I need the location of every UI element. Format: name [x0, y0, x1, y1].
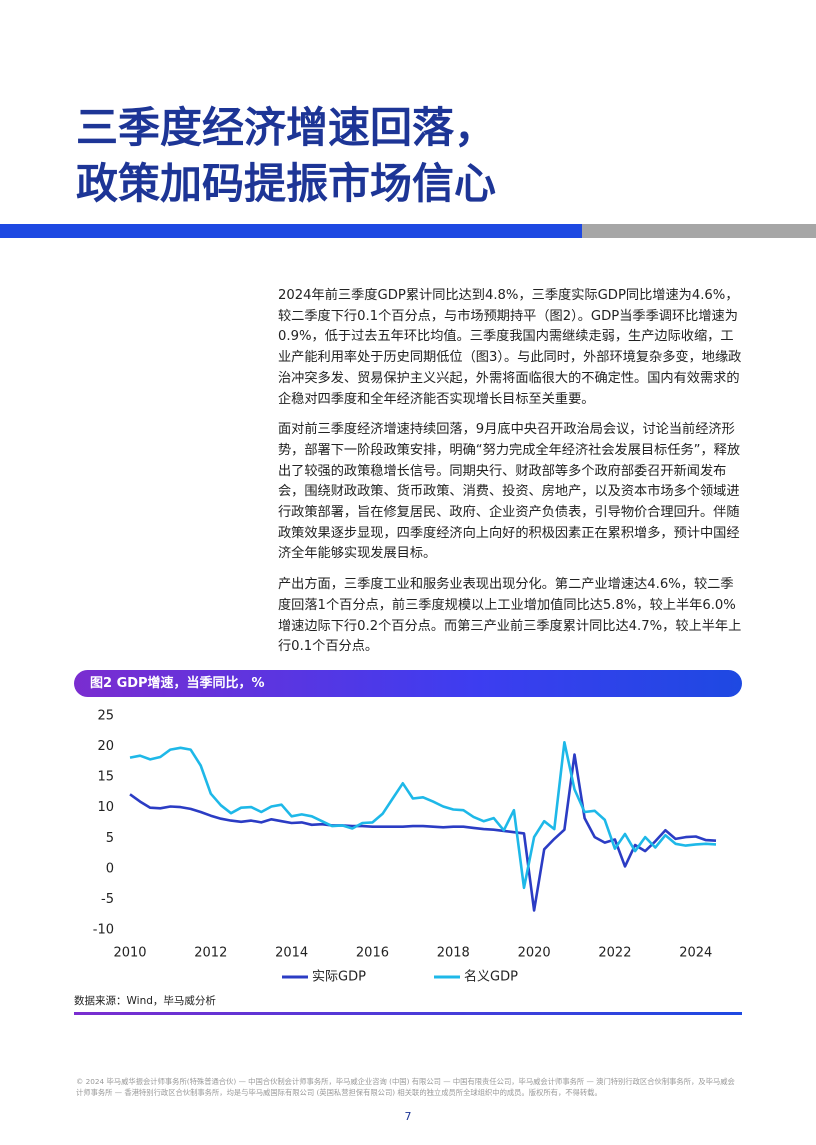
banner-bar [0, 224, 582, 238]
y-tick-label: 15 [97, 770, 114, 785]
banner-bar [582, 224, 816, 238]
title: 三季度经济增速回落， [76, 103, 497, 152]
x-tick-label: 2014 [275, 946, 308, 961]
x-tick-label: 2012 [194, 946, 227, 961]
source: 数据来源：Wind，毕马威分析 [74, 995, 216, 1007]
y-tick-label: 0 [106, 861, 114, 876]
paragraph: 2024年前三季度GDP累计同比达到4.8%，三季度实际GDP同比增速为4.6%… [278, 288, 742, 407]
line-series [129, 741, 717, 890]
x-tick-label: 2010 [113, 946, 146, 961]
x-tick-label: 2020 [518, 946, 551, 961]
y-tick-label: 25 [97, 709, 114, 724]
legend-label: 实际GDP [312, 970, 366, 985]
y-tick-label: 10 [97, 800, 114, 815]
line-series [129, 753, 717, 912]
legend-label: 名义GDP [464, 969, 518, 985]
x-tick-label: 2016 [356, 946, 389, 961]
title: 政策加码提振市场信心 [76, 159, 497, 208]
paragraph: 产出方面，三季度工业和服务业表现出现分化。第二产业增速达4.6%，较二季度回落1… [278, 577, 742, 655]
divider [74, 1012, 742, 1015]
chart-title: 图2 GDP增速，当季同比，% [74, 670, 742, 697]
paragraph: 面对前三季度经济增速持续回落，9月底中央召开政治局会议，讨论当前经济形势，部署下… [278, 422, 741, 562]
footer: © 2024 毕马威华振会计师事务所(特殊普通合伙) — 中国合伙制会计师事务所… [76, 1077, 735, 1097]
y-tick-label: 20 [97, 739, 114, 754]
x-tick-label: 2022 [598, 946, 631, 961]
body-text: 2024年前三季度GDP累计同比达到4.8%，三季度实际GDP同比增速为4.6%… [278, 286, 744, 668]
page-number: 7 [404, 1110, 412, 1123]
x-tick-label: 2018 [437, 946, 470, 961]
y-tick-label: -10 [93, 923, 114, 938]
y-tick-label: 5 [106, 831, 114, 846]
y-tick-label: -5 [101, 892, 114, 907]
x-tick-label: 2024 [679, 946, 712, 961]
